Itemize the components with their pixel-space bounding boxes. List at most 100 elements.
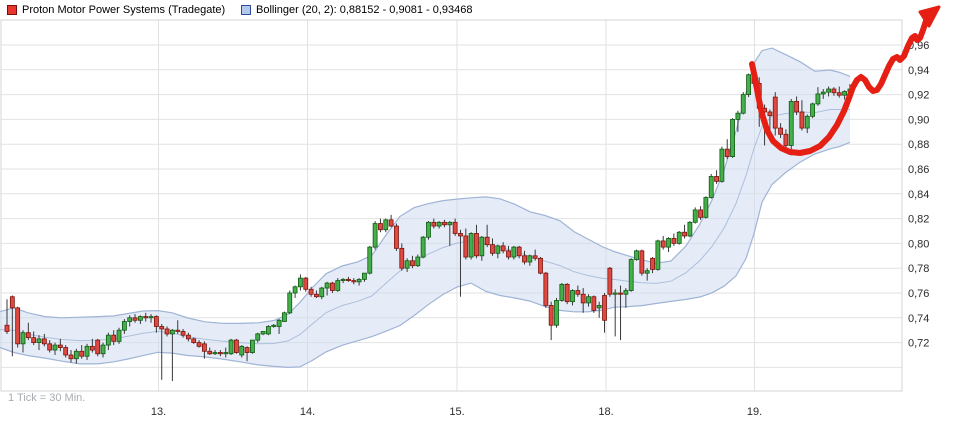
candle-body-up [468, 233, 474, 258]
candle-body-up [415, 256, 421, 267]
candle-body-down [452, 221, 458, 234]
candle-body-down [47, 343, 53, 351]
candle-body-down [639, 250, 645, 274]
candle-body-up [735, 112, 741, 120]
y-axis-label: 0,78 [908, 263, 929, 275]
candle-body-up [511, 246, 517, 258]
candle-body-down [217, 352, 223, 355]
y-axis-label: 0,76 [908, 288, 929, 300]
candle-body-up [282, 312, 287, 322]
candle-body-down [548, 304, 554, 326]
candle-body-up [271, 324, 277, 327]
candle-body-down [538, 257, 543, 274]
candle-body-down [543, 272, 549, 306]
candle-body-down [458, 233, 463, 237]
candle-body-down [201, 343, 207, 352]
candle-body-down [346, 278, 351, 281]
candle-body-up [335, 280, 341, 291]
candle-body-down [602, 295, 607, 321]
candle-body-down [244, 347, 250, 353]
x-axis-label: 14. [300, 406, 315, 418]
candle-body-up [223, 352, 229, 355]
candle-body-down [351, 280, 357, 283]
candle-body-down [794, 101, 799, 113]
candle-body-down [500, 245, 506, 252]
candle-body-up [692, 209, 698, 223]
candle-body-down [207, 350, 213, 355]
candle-body-down [836, 92, 842, 96]
candle-body-up [426, 221, 431, 238]
candle-body-up [687, 221, 693, 237]
candle-body-down [41, 338, 47, 345]
candle-body-down [308, 288, 314, 295]
candle-body-up [121, 321, 127, 331]
candle-body-up [810, 103, 815, 117]
candle-body-down [506, 250, 511, 258]
y-axis-label: 0,72 [908, 338, 929, 350]
candle-body-down [463, 235, 469, 258]
candle-body-up [324, 282, 330, 289]
candle-body-down [714, 176, 719, 182]
candle-body-up [52, 344, 58, 351]
candle-body-up [826, 88, 831, 93]
candle-body-down [532, 255, 538, 259]
candle-body-up [266, 326, 271, 335]
candle-body-up [239, 345, 245, 356]
candle-body-up [383, 219, 389, 231]
candle-body-up [596, 304, 602, 309]
candle-body-down [767, 111, 773, 117]
candle-body-up [746, 74, 751, 96]
candle-body-down [31, 337, 37, 344]
candle-body-down [388, 219, 394, 227]
candle-body-down [164, 328, 170, 335]
candle-body-down [778, 127, 783, 135]
candle-body-down [591, 296, 597, 311]
y-axis-label: 0,88 [908, 139, 929, 151]
candle-body-down [314, 293, 319, 298]
candle-body-down [68, 354, 74, 360]
candle-body-up [628, 259, 634, 291]
candle-body-down [410, 260, 415, 267]
candle-body-up [495, 245, 501, 254]
candle-body-down [191, 338, 197, 344]
candle-body-down [234, 339, 239, 353]
candle-body-down [9, 296, 15, 309]
candle-body-up [105, 334, 111, 346]
candle-body-up [367, 246, 373, 274]
candle-body-up [420, 236, 426, 258]
legend-item-price: Proton Motor Power Systems (Tradegate) [7, 4, 225, 16]
candle-body-up [404, 260, 410, 269]
candle-body-up [298, 277, 303, 288]
x-axis-label: 18. [598, 406, 613, 418]
candle-body-up [169, 329, 175, 335]
candle-body-up [260, 331, 266, 335]
candle-body-down [111, 334, 117, 342]
candle-body-down [831, 88, 837, 94]
candle-body-down [431, 221, 437, 227]
y-axis-label: 0,84 [908, 189, 929, 201]
candle-body-down [378, 223, 383, 231]
candle-body-down [196, 342, 202, 347]
candle-body-up [84, 345, 90, 357]
candle-body-down [660, 240, 666, 248]
candle-body-down [143, 316, 149, 319]
candle-body-down [442, 221, 447, 226]
candle-body-up [804, 115, 810, 129]
candle-body-down [698, 209, 703, 218]
candle-body-down [772, 96, 778, 129]
candle-body-up [250, 339, 255, 353]
candle-body-up [100, 344, 106, 355]
candle-body-down [490, 244, 495, 254]
candle-body-up [228, 339, 234, 355]
candle-body-down [671, 238, 677, 244]
candle-body-down [607, 267, 613, 295]
candle-body-up [644, 270, 650, 274]
candle-body-up [362, 272, 367, 280]
candle-body-up [623, 290, 629, 295]
y-axis-label: 0,74 [908, 313, 929, 325]
candle-body-up [655, 240, 661, 270]
candle-body-up [447, 221, 453, 226]
candle-body-up [666, 238, 671, 248]
candle-body-up [148, 316, 154, 319]
